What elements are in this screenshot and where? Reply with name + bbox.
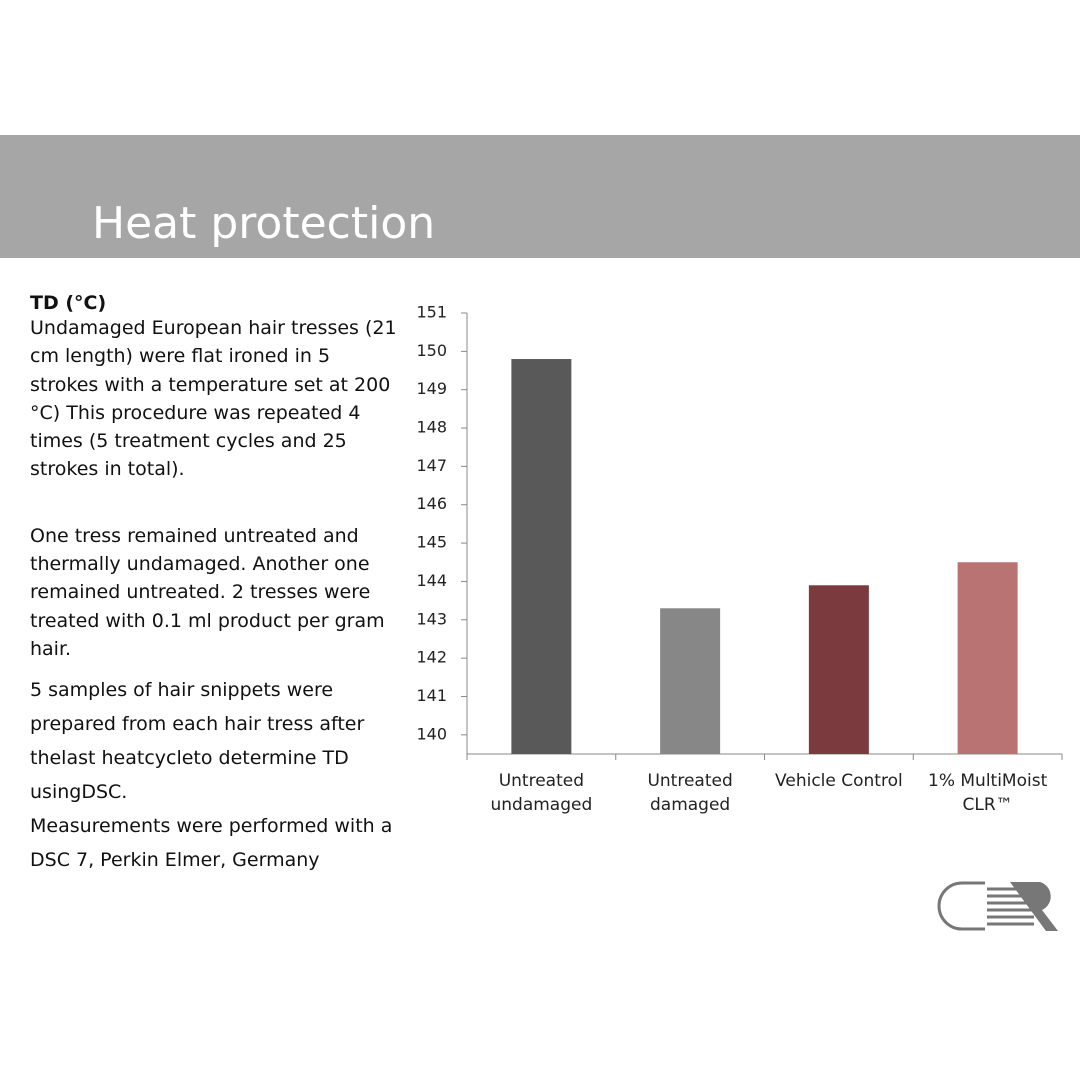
description: TD (°C) Undamaged European hair tresses … (30, 292, 398, 877)
y-tick-label: 144 (416, 571, 447, 590)
y-tick-label: 150 (416, 341, 447, 360)
x-tick-label: Untreated undamaged (490, 771, 593, 815)
y-tick-label: 149 (416, 379, 447, 398)
heading: TD (°C) (30, 292, 107, 314)
x-tick-label: Untreated damaged (647, 771, 733, 815)
bar (660, 608, 721, 754)
y-tick-label: 145 (416, 533, 447, 552)
paragraph: Measurements were performed with a DSC 7… (30, 815, 393, 872)
y-tick-label: 146 (416, 494, 447, 513)
y-tick-label: 147 (416, 456, 447, 475)
paragraph: Undamaged European hair tresses (21 cm l… (30, 317, 397, 481)
y-tick-label: 142 (416, 648, 447, 667)
logo (937, 881, 1058, 931)
y-tick-label: 148 (416, 418, 447, 437)
y-tick-label: 141 (416, 686, 447, 705)
y-tick-label: 151 (416, 303, 447, 322)
bar (957, 562, 1018, 754)
slide-title: Heat protection (92, 198, 436, 249)
y-tick-label: 140 (416, 724, 447, 743)
y-tick-label: 143 (416, 609, 447, 628)
x-tick-label: 1% MultiMoist CLR™ (928, 771, 1048, 815)
paragraph: 5 samples of hair snippets were prepared… (30, 679, 365, 804)
bar (808, 585, 869, 754)
x-tick-label: Vehicle Control (775, 771, 903, 791)
header-band (0, 135, 1080, 258)
bar (511, 359, 572, 754)
paragraph: One tress remained untreated and thermal… (30, 524, 385, 660)
